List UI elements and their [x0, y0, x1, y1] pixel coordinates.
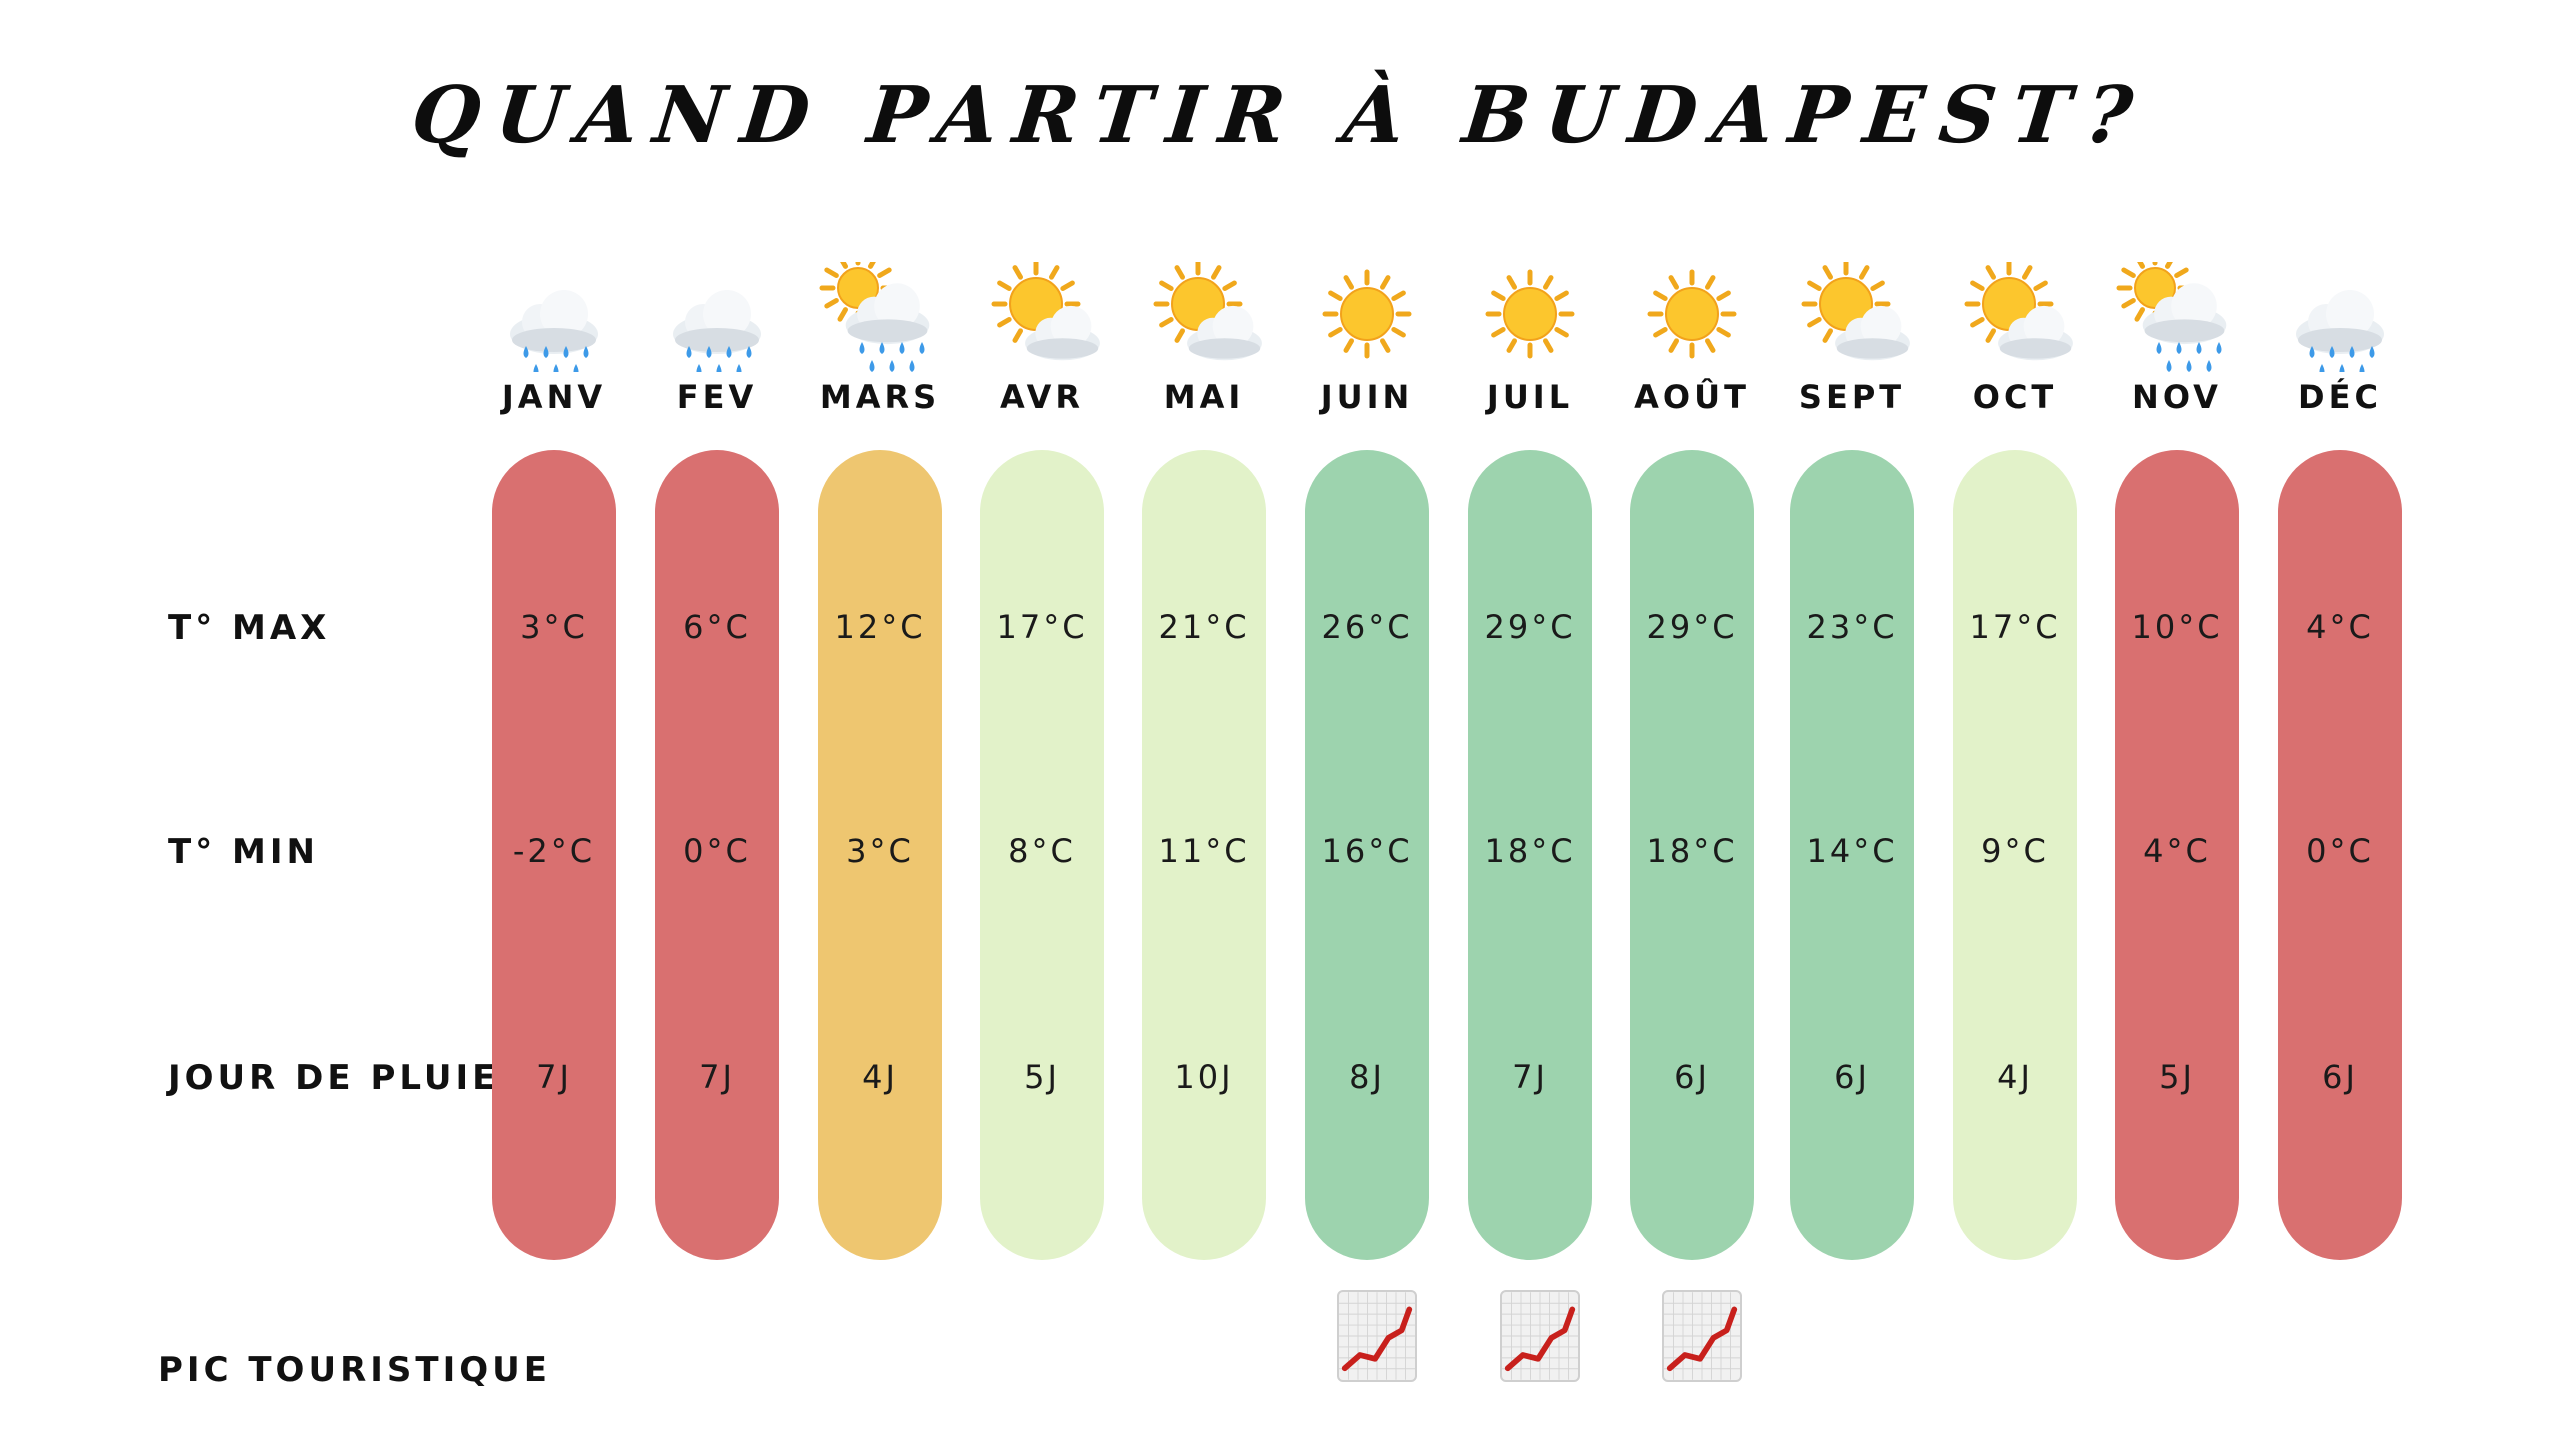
row-label-rain: JOUR DE PLUIE: [168, 1058, 500, 1098]
month-name: NOV: [2132, 378, 2222, 416]
tmax-value: 10°C: [2131, 608, 2223, 646]
month-color-bar: [492, 450, 616, 1260]
tmax-value: 21°C: [1158, 608, 1250, 646]
month-name: AVR: [1000, 378, 1084, 416]
tmax-value: 29°C: [1484, 608, 1576, 646]
month-name: MAI: [1163, 378, 1245, 416]
tmin-value: 9°C: [1981, 832, 2049, 870]
sun-icon: [1305, 262, 1429, 372]
rain-cloud-icon: [492, 262, 616, 376]
rain-days-value: 8J: [1349, 1058, 1385, 1096]
tmax-value: 12°C: [834, 608, 926, 646]
month-name: OCT: [1972, 378, 2058, 416]
month-color-bar: [1630, 450, 1754, 1260]
sun-behind-rain-cloud-icon: [818, 249, 942, 372]
rain-days-value: 10J: [1174, 1058, 1234, 1096]
tmin-value: 18°C: [1484, 832, 1576, 870]
sun-behind-cloud-icon: [1953, 259, 2077, 372]
tmin-value: 11°C: [1158, 832, 1250, 870]
rain-days-value: 7J: [536, 1058, 572, 1096]
tmin-value: -2°C: [512, 832, 596, 870]
tmin-value: 14°C: [1806, 832, 1898, 870]
tmin-value: 0°C: [2306, 832, 2374, 870]
chart-increasing-icon: [1662, 1290, 1742, 1382]
month-color-bar: [655, 450, 779, 1260]
month-color-bar: [1305, 450, 1429, 1260]
rain-days-value: 7J: [1512, 1058, 1548, 1096]
rain-days-value: 4J: [862, 1058, 898, 1096]
sun-behind-cloud-icon: [980, 259, 1104, 372]
page-title: QUAND PARTIR À BUDAPEST?: [407, 70, 2153, 161]
rain-days-value: 6J: [1674, 1058, 1710, 1096]
rain-days-value: 6J: [2322, 1058, 2358, 1096]
sun-behind-rain-cloud-icon: [2115, 249, 2239, 372]
rain-cloud-icon: [655, 262, 779, 376]
tmax-value: 4°C: [2306, 608, 2374, 646]
rain-cloud-icon: [2278, 262, 2402, 376]
month-name: JUIL: [1486, 378, 1574, 416]
month-color-bar: [818, 450, 942, 1260]
month-color-bar: [2115, 450, 2239, 1260]
month-color-bar: [1953, 450, 2077, 1260]
tmin-value: 16°C: [1321, 832, 1413, 870]
tmax-value: 17°C: [996, 608, 1088, 646]
tmax-value: 17°C: [1969, 608, 2061, 646]
chart-increasing-icon: [1337, 1290, 1417, 1382]
month-name: JUIN: [1320, 378, 1414, 416]
tmax-value: 26°C: [1321, 608, 1413, 646]
row-label-tmin: T° MIN: [168, 832, 319, 872]
month-name: MARS: [819, 378, 941, 416]
sun-icon: [1630, 262, 1754, 372]
chart-increasing-icon: [1500, 1290, 1580, 1382]
month-color-bar: [1142, 450, 1266, 1260]
tmax-value: 23°C: [1806, 608, 1898, 646]
tmin-value: 8°C: [1008, 832, 1076, 870]
tmin-value: 0°C: [683, 832, 751, 870]
sun-behind-cloud-icon: [1790, 259, 1914, 372]
tmax-value: 3°C: [520, 608, 588, 646]
row-label-tmax: T° MAX: [168, 608, 331, 648]
tmax-value: 29°C: [1646, 608, 1738, 646]
month-name: JANV: [501, 378, 607, 416]
month-name: FEV: [676, 378, 758, 416]
month-color-bar: [1790, 450, 1914, 1260]
month-name: SEPT: [1798, 378, 1906, 416]
rain-days-value: 5J: [1024, 1058, 1060, 1096]
rain-days-value: 6J: [1834, 1058, 1870, 1096]
month-name: AOÛT: [1634, 378, 1750, 416]
month-name: DÉC: [2298, 378, 2382, 416]
month-color-bar: [980, 450, 1104, 1260]
row-label-peak: PIC TOURISTIQUE: [158, 1350, 551, 1390]
tmin-value: 3°C: [846, 832, 914, 870]
rain-days-value: 7J: [699, 1058, 735, 1096]
sun-icon: [1468, 262, 1592, 372]
month-color-bar: [2278, 450, 2402, 1260]
rain-days-value: 5J: [2159, 1058, 2195, 1096]
tmax-value: 6°C: [683, 608, 751, 646]
tmin-value: 18°C: [1646, 832, 1738, 870]
sun-behind-cloud-icon: [1142, 259, 1266, 372]
tmin-value: 4°C: [2143, 832, 2211, 870]
month-color-bar: [1468, 450, 1592, 1260]
rain-days-value: 4J: [1997, 1058, 2033, 1096]
